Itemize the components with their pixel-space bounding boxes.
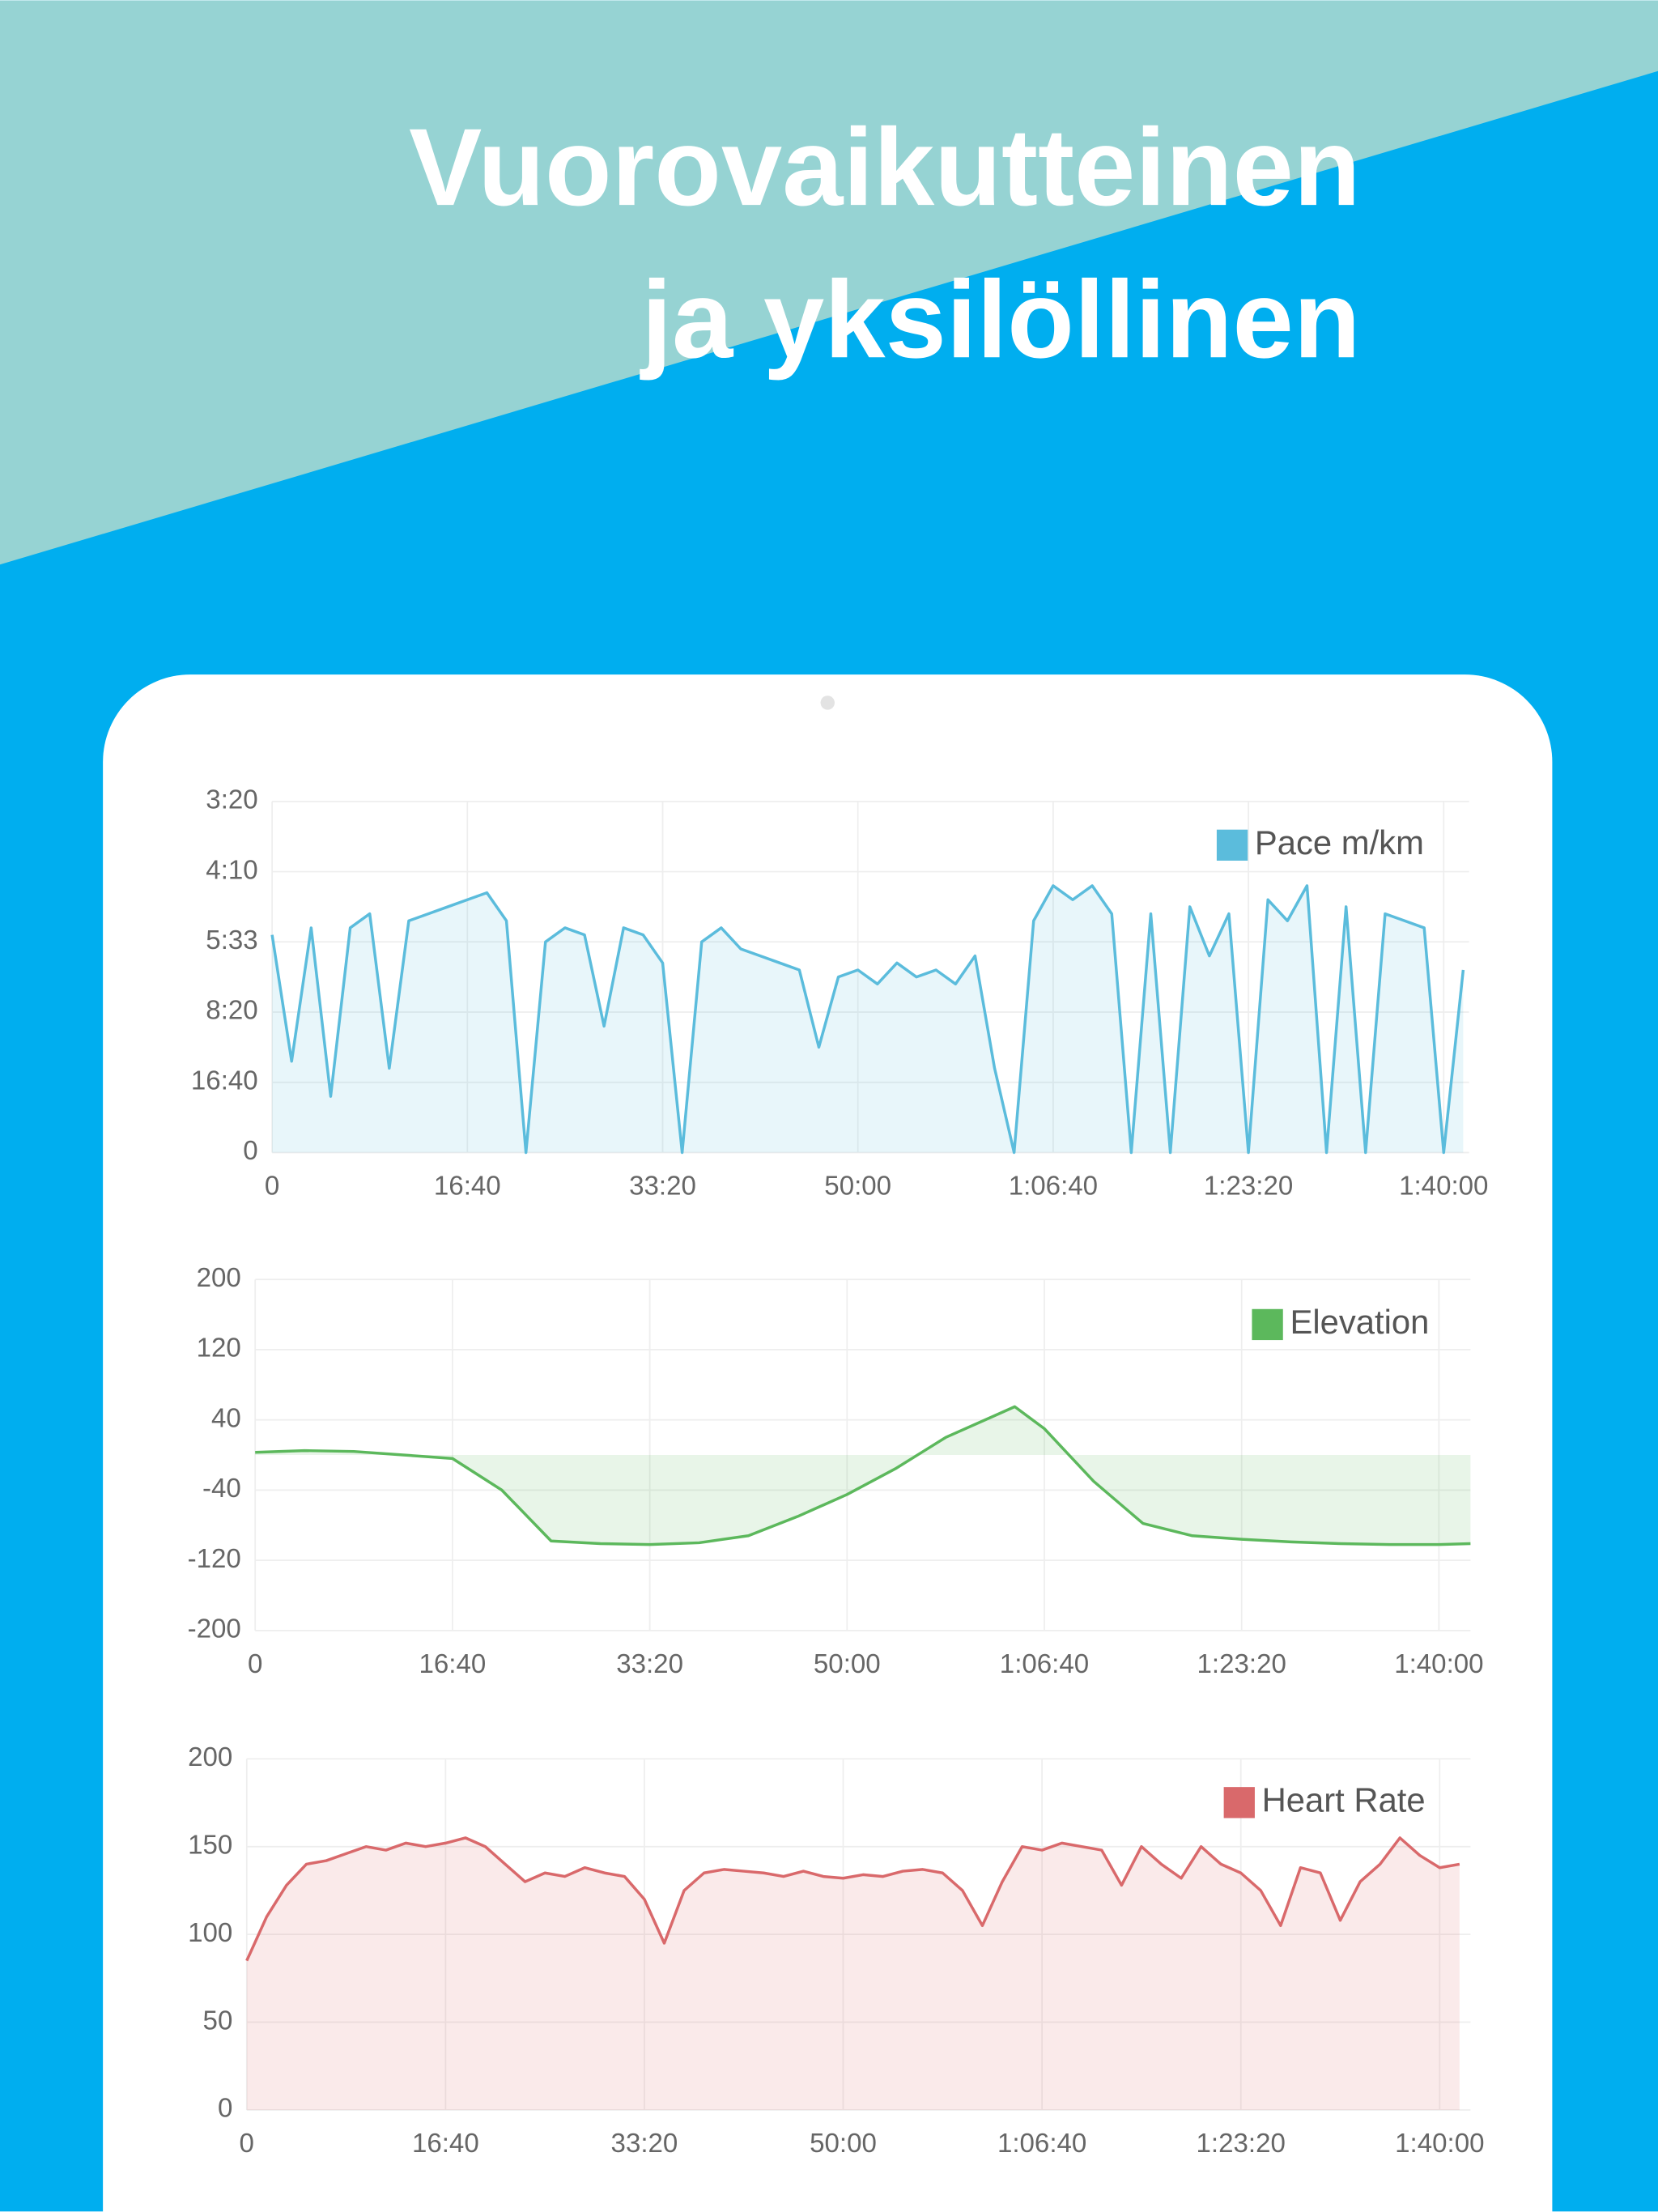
y-tick-label: 8:20: [206, 996, 257, 1026]
y-tick-label: 100: [188, 1918, 232, 1948]
x-tick-label: 50:00: [824, 1172, 891, 1202]
x-tick-label: 1:40:00: [1394, 1649, 1483, 1679]
area: [255, 1406, 1471, 1545]
y-tick-label: 120: [197, 1334, 241, 1363]
x-tick-label: 1:06:40: [997, 2129, 1086, 2159]
legend-label: Pace m/km: [1255, 823, 1424, 861]
x-tick-label: 16:40: [419, 1649, 487, 1679]
x-tick-label: 1:40:00: [1395, 2129, 1484, 2159]
x-tick-label: 1:06:40: [1009, 1172, 1098, 1202]
x-tick-label: 16:40: [412, 2129, 479, 2159]
y-tick-label: 0: [243, 1136, 257, 1166]
y-tick-label: -200: [188, 1614, 241, 1644]
x-tick-label: 50:00: [814, 1649, 881, 1679]
x-tick-label: 33:20: [611, 2129, 678, 2159]
device-frame: [103, 674, 1553, 2212]
y-tick-label: 4:10: [206, 855, 257, 885]
line: [270, 884, 1465, 1155]
camera-dot: [820, 696, 835, 710]
y-tick-label: -120: [188, 1544, 241, 1574]
y-tick-label: 3:20: [206, 785, 257, 815]
legend-swatch: [1252, 1308, 1283, 1341]
background-shape: [0, 0, 1658, 565]
y-tick-label: 40: [211, 1403, 241, 1433]
y-tick-label: 16:40: [191, 1066, 258, 1095]
charts: 0 16:40 8:20 5:33 4:10 3:20 0 16:40 33:20 50:00 1:…: [188, 785, 1489, 2159]
line: [245, 1836, 1460, 1962]
legend-swatch: [1223, 1787, 1255, 1819]
area: [246, 1837, 1460, 2110]
headline: ja yksilöllinen: [639, 257, 1360, 381]
legend-label: Elevation: [1290, 1303, 1429, 1341]
x-tick-label: 0: [240, 2129, 254, 2159]
x-tick-label: 1:23:20: [1204, 1172, 1293, 1202]
y-tick-label: 150: [188, 1830, 232, 1860]
x-tick-label: 16:40: [434, 1172, 501, 1202]
x-tick-label: 0: [248, 1649, 262, 1679]
x-tick-label: 1:23:20: [1197, 2129, 1286, 2159]
headline: Vuorovaikutteinen: [409, 105, 1361, 228]
y-tick-label: -40: [202, 1474, 241, 1504]
y-tick-label: 50: [203, 2006, 233, 2035]
y-tick-label: 200: [188, 1742, 232, 1772]
x-tick-label: 33:20: [616, 1649, 683, 1679]
legend-swatch: [1216, 829, 1248, 861]
legend-label: Heart Rate: [1262, 1780, 1426, 1819]
y-tick-label: 0: [218, 2094, 232, 2124]
x-tick-label: 33:20: [629, 1172, 696, 1202]
x-tick-label: 1:40:00: [1399, 1172, 1488, 1202]
x-tick-label: 1:06:40: [1000, 1649, 1089, 1679]
y-tick-label: 200: [197, 1263, 241, 1293]
x-tick-label: 0: [265, 1172, 279, 1202]
line: [255, 1405, 1471, 1546]
y-tick-label: 5:33: [206, 925, 257, 955]
x-tick-label: 1:23:20: [1197, 1649, 1286, 1679]
area: [272, 885, 1464, 1153]
x-tick-label: 50:00: [810, 2129, 877, 2159]
